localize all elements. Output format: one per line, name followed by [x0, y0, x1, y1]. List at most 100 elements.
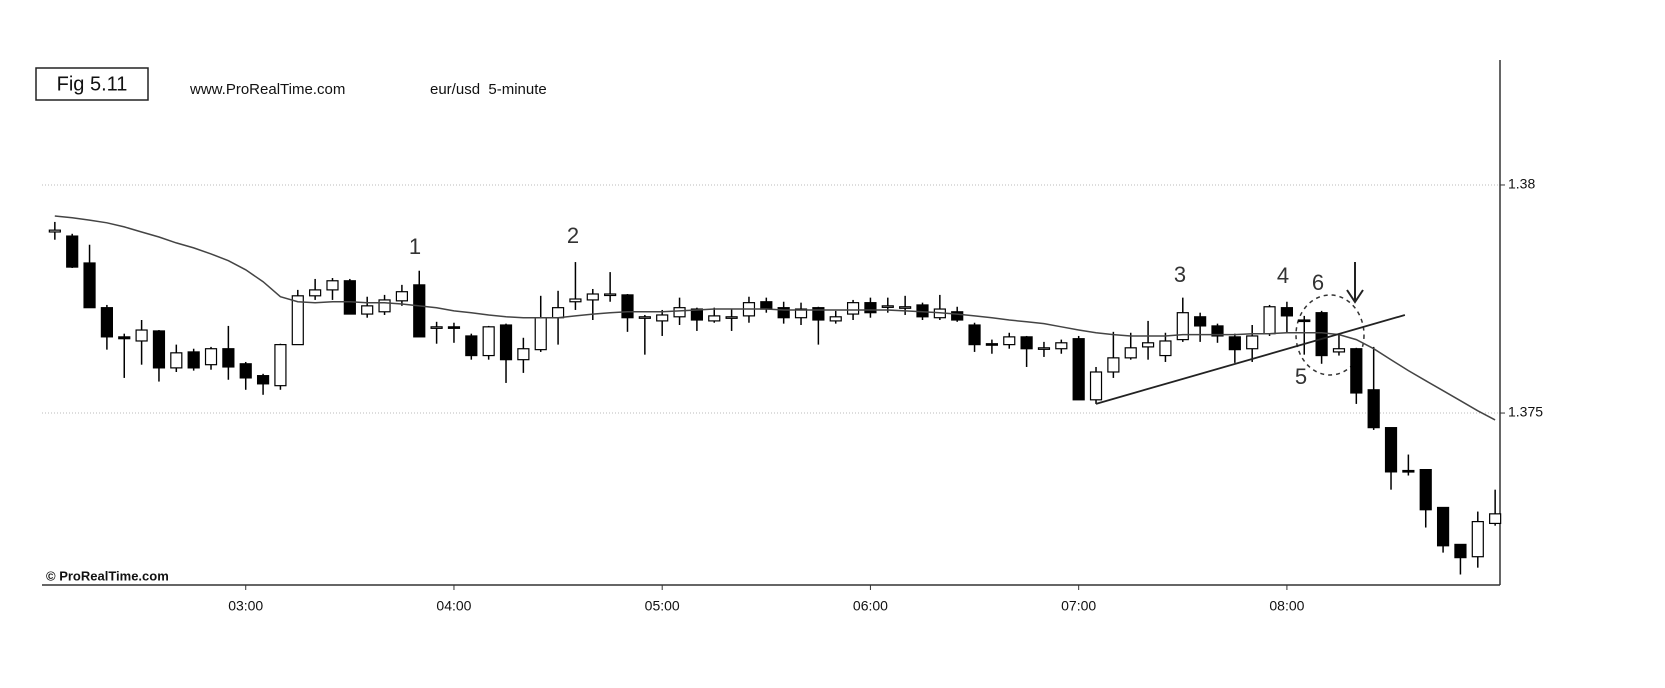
candle-body: [1124, 347, 1137, 359]
candle-body: [499, 324, 513, 361]
candle-body: [725, 316, 738, 319]
candle-body: [378, 299, 391, 313]
candle-body: [1367, 389, 1380, 429]
candle-body: [551, 307, 565, 319]
candle-body: [690, 308, 704, 321]
candle-body: [1055, 342, 1068, 350]
candle-body: [66, 235, 79, 268]
y-tick-label: 1.375: [1508, 404, 1543, 420]
candle-body: [152, 330, 166, 369]
candle-body: [1246, 335, 1259, 350]
y-tick-label: 1.38: [1508, 176, 1535, 192]
candle-body: [673, 307, 686, 318]
candle-body: [100, 307, 114, 338]
candle-body: [1089, 371, 1103, 401]
candle-body: [1315, 312, 1328, 357]
candle-body: [1194, 316, 1207, 327]
candle-body: [1141, 342, 1155, 348]
moving-average: [54, 215, 1496, 421]
candle-body: [361, 305, 374, 315]
annotation: 4: [1277, 263, 1289, 288]
source: www.ProRealTime.com: [189, 81, 345, 98]
candle-body: [708, 315, 721, 322]
candle-body: [256, 375, 270, 385]
figure-label-box: [35, 67, 149, 101]
figure-label: Fig 5.11: [57, 73, 128, 95]
candle-body: [309, 289, 322, 297]
copyright: © ProRealTime.com: [46, 568, 169, 583]
candle-body: [1263, 306, 1276, 335]
candle-body: [465, 335, 478, 357]
annotation: 6: [1312, 270, 1324, 295]
candle-body: [83, 262, 96, 309]
candle-body: [881, 305, 894, 308]
candle-body: [604, 293, 617, 297]
x-tick-label: 08:00: [1269, 598, 1304, 614]
candle-body: [812, 307, 825, 321]
candle-body: [118, 336, 131, 340]
candle-body: [569, 298, 582, 303]
candle-body: [291, 295, 304, 346]
candle-body: [48, 229, 61, 233]
annotation: 5: [1295, 364, 1307, 389]
trendline: [1095, 314, 1406, 405]
candle-body: [985, 343, 999, 346]
candle-body: [1228, 336, 1241, 351]
candle-body: [239, 363, 252, 379]
candle-body: [777, 307, 790, 319]
candle-body: [222, 348, 235, 368]
candle-body: [343, 280, 356, 315]
candle-body: [274, 344, 287, 387]
x-tick-label: 07:00: [1061, 598, 1096, 614]
candle-body: [1419, 469, 1432, 511]
candle-body: [1384, 427, 1398, 473]
candle-body: [1332, 348, 1346, 353]
candle-body: [1003, 336, 1016, 346]
candle-body: [187, 351, 200, 369]
candle-body: [204, 348, 218, 366]
candle-body: [326, 280, 339, 291]
chart-title: eur/usd 5-minute: [430, 81, 547, 98]
candle-body: [1159, 340, 1172, 357]
candle-body: [846, 302, 860, 315]
candle-body: [1176, 312, 1189, 341]
candle-body: [534, 317, 547, 351]
x-tick-label: 05:00: [645, 598, 680, 614]
candle-body: [430, 326, 443, 329]
candle-body: [864, 302, 877, 314]
candle-body: [899, 306, 912, 309]
candle-body: [968, 324, 981, 346]
candle-body: [1211, 325, 1224, 337]
candle-body: [621, 294, 634, 319]
candle-body: [794, 308, 808, 319]
candle-body: [1454, 543, 1467, 559]
annotation: 2: [567, 223, 579, 248]
candle-body: [482, 326, 495, 357]
annotation: 3: [1174, 262, 1186, 287]
x-tick-label: 06:00: [853, 598, 888, 614]
candle-body: [638, 316, 651, 319]
candle-body: [135, 329, 148, 342]
arrow-head: [1346, 289, 1364, 304]
candle-body: [1020, 336, 1033, 350]
candle-body: [395, 291, 409, 302]
candle-body: [1072, 338, 1085, 401]
annotation: 1: [409, 234, 421, 259]
highlight-circle: [1295, 294, 1365, 376]
candle-body: [656, 314, 669, 322]
candle-body: [586, 293, 599, 301]
x-tick-label: 03:00: [228, 598, 263, 614]
candle-body: [1471, 520, 1484, 558]
candle-body: [829, 316, 842, 322]
candle-body: [1280, 307, 1294, 317]
candle-body: [1436, 506, 1450, 547]
candle-body: [1402, 469, 1415, 473]
candle-body: [1489, 513, 1502, 525]
candle-body: [1350, 348, 1363, 394]
candle-body: [517, 348, 530, 361]
candle-body: [1107, 357, 1120, 373]
candle-body: [447, 326, 461, 329]
candle-body: [413, 284, 426, 338]
